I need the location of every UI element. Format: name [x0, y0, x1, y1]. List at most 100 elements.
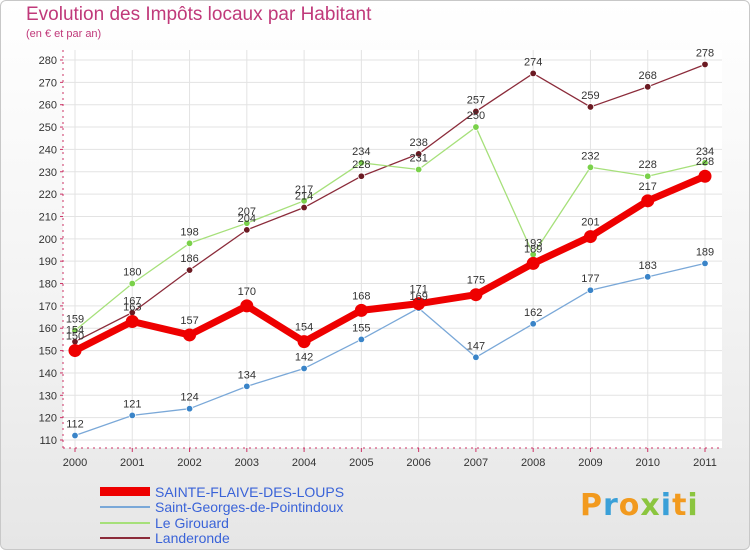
data-label: 171	[409, 284, 427, 296]
data-point	[412, 297, 426, 311]
data-label: 201	[581, 217, 599, 229]
data-label: 217	[295, 184, 313, 196]
y-tick-label: 170	[39, 301, 57, 313]
x-tick-label: 2001	[120, 457, 144, 469]
data-label: 278	[696, 47, 714, 59]
data-point	[357, 335, 366, 344]
series-line-1	[74, 126, 706, 332]
logo-letter: i	[687, 488, 699, 523]
data-point	[414, 150, 423, 158]
data-point	[71, 326, 79, 335]
legend-swatch-landeronde	[100, 537, 150, 539]
logo-letter: i	[660, 488, 673, 523]
legend-label-le-girouard: Le Girouard	[155, 515, 229, 531]
data-label: 217	[639, 181, 657, 193]
data-point	[183, 328, 197, 342]
data-label: 234	[696, 146, 714, 158]
data-label: 124	[180, 392, 198, 404]
logo-letter: r	[603, 488, 619, 523]
data-point	[125, 315, 139, 329]
data-point	[529, 320, 537, 328]
x-tick-label: 2004	[292, 457, 316, 469]
data-label: 214	[295, 191, 313, 203]
data-label: 207	[238, 206, 256, 218]
data-label: 198	[180, 226, 198, 238]
data-point	[185, 405, 194, 413]
y-tick-label: 120	[39, 413, 57, 425]
x-tick-label: 2011	[693, 457, 717, 469]
data-point	[243, 382, 251, 391]
data-label: 167	[123, 296, 141, 308]
data-point	[414, 165, 423, 174]
data-label: 274	[524, 56, 542, 68]
data-label: 154	[295, 322, 313, 334]
y-tick-label: 190	[39, 256, 57, 268]
chart-subtitle: (en € et par an)	[26, 28, 102, 40]
data-point	[185, 239, 194, 247]
data-point	[472, 353, 480, 361]
data-label: 268	[639, 70, 657, 82]
x-tick-label: 2007	[464, 457, 488, 469]
data-point	[701, 60, 709, 69]
data-label: 183	[639, 260, 657, 272]
data-label: 189	[524, 243, 542, 255]
x-tick-label: 2010	[635, 457, 659, 469]
series-line-2	[74, 262, 706, 437]
data-label: 231	[409, 153, 427, 165]
y-tick-label: 110	[39, 435, 57, 447]
data-point	[586, 286, 595, 294]
data-label: 147	[467, 340, 485, 352]
y-tick-label: 280	[39, 55, 57, 67]
data-point	[243, 219, 251, 227]
y-tick-label: 140	[39, 368, 57, 380]
y-tick-label: 160	[39, 323, 57, 335]
y-tick-label: 230	[39, 167, 57, 179]
legend-swatch-le-girouard	[100, 522, 150, 524]
plot-area	[63, 50, 722, 448]
proxiti-logo: Proxiti	[580, 488, 699, 523]
data-point	[701, 159, 709, 167]
data-label: 134	[238, 369, 256, 381]
data-label: 162	[524, 307, 542, 319]
data-point	[357, 159, 366, 167]
legend-label-landeronde: Landeronde	[155, 530, 230, 546]
data-label: 232	[581, 150, 599, 162]
data-point	[300, 203, 308, 212]
data-point	[300, 364, 308, 373]
y-tick-label: 180	[39, 279, 57, 291]
x-tick-label: 2002	[177, 457, 201, 469]
data-label: 186	[180, 253, 198, 265]
y-tick-label: 150	[39, 346, 57, 358]
y-tick-label: 220	[39, 189, 57, 201]
y-tick-label: 210	[39, 211, 57, 223]
data-point	[243, 226, 251, 234]
data-label: 150	[66, 331, 84, 343]
data-label: 238	[409, 137, 427, 149]
data-point	[357, 172, 366, 180]
y-tick-label: 260	[39, 100, 57, 112]
data-label: 177	[581, 273, 599, 285]
data-label: 163	[123, 302, 141, 314]
data-label: 175	[467, 275, 485, 287]
data-point	[701, 259, 709, 268]
data-point	[68, 344, 82, 358]
data-label: 234	[352, 146, 370, 158]
data-label: 142	[295, 351, 313, 363]
y-tick-label: 270	[39, 77, 57, 89]
data-point	[644, 83, 652, 91]
logo-letter: t	[672, 488, 688, 523]
x-tick-label: 2005	[349, 457, 373, 469]
data-point	[526, 256, 540, 270]
data-label: 259	[581, 90, 599, 102]
data-point	[586, 163, 595, 171]
data-point	[472, 107, 480, 116]
data-point	[469, 288, 483, 302]
data-label: 169	[409, 291, 427, 303]
data-label: 250	[467, 110, 485, 122]
data-label: 193	[524, 237, 542, 249]
series-line-0	[74, 63, 706, 343]
data-label: 112	[66, 419, 84, 431]
data-label: 170	[238, 286, 256, 298]
logo-letter: o	[618, 488, 641, 523]
y-tick-label: 250	[39, 122, 57, 134]
